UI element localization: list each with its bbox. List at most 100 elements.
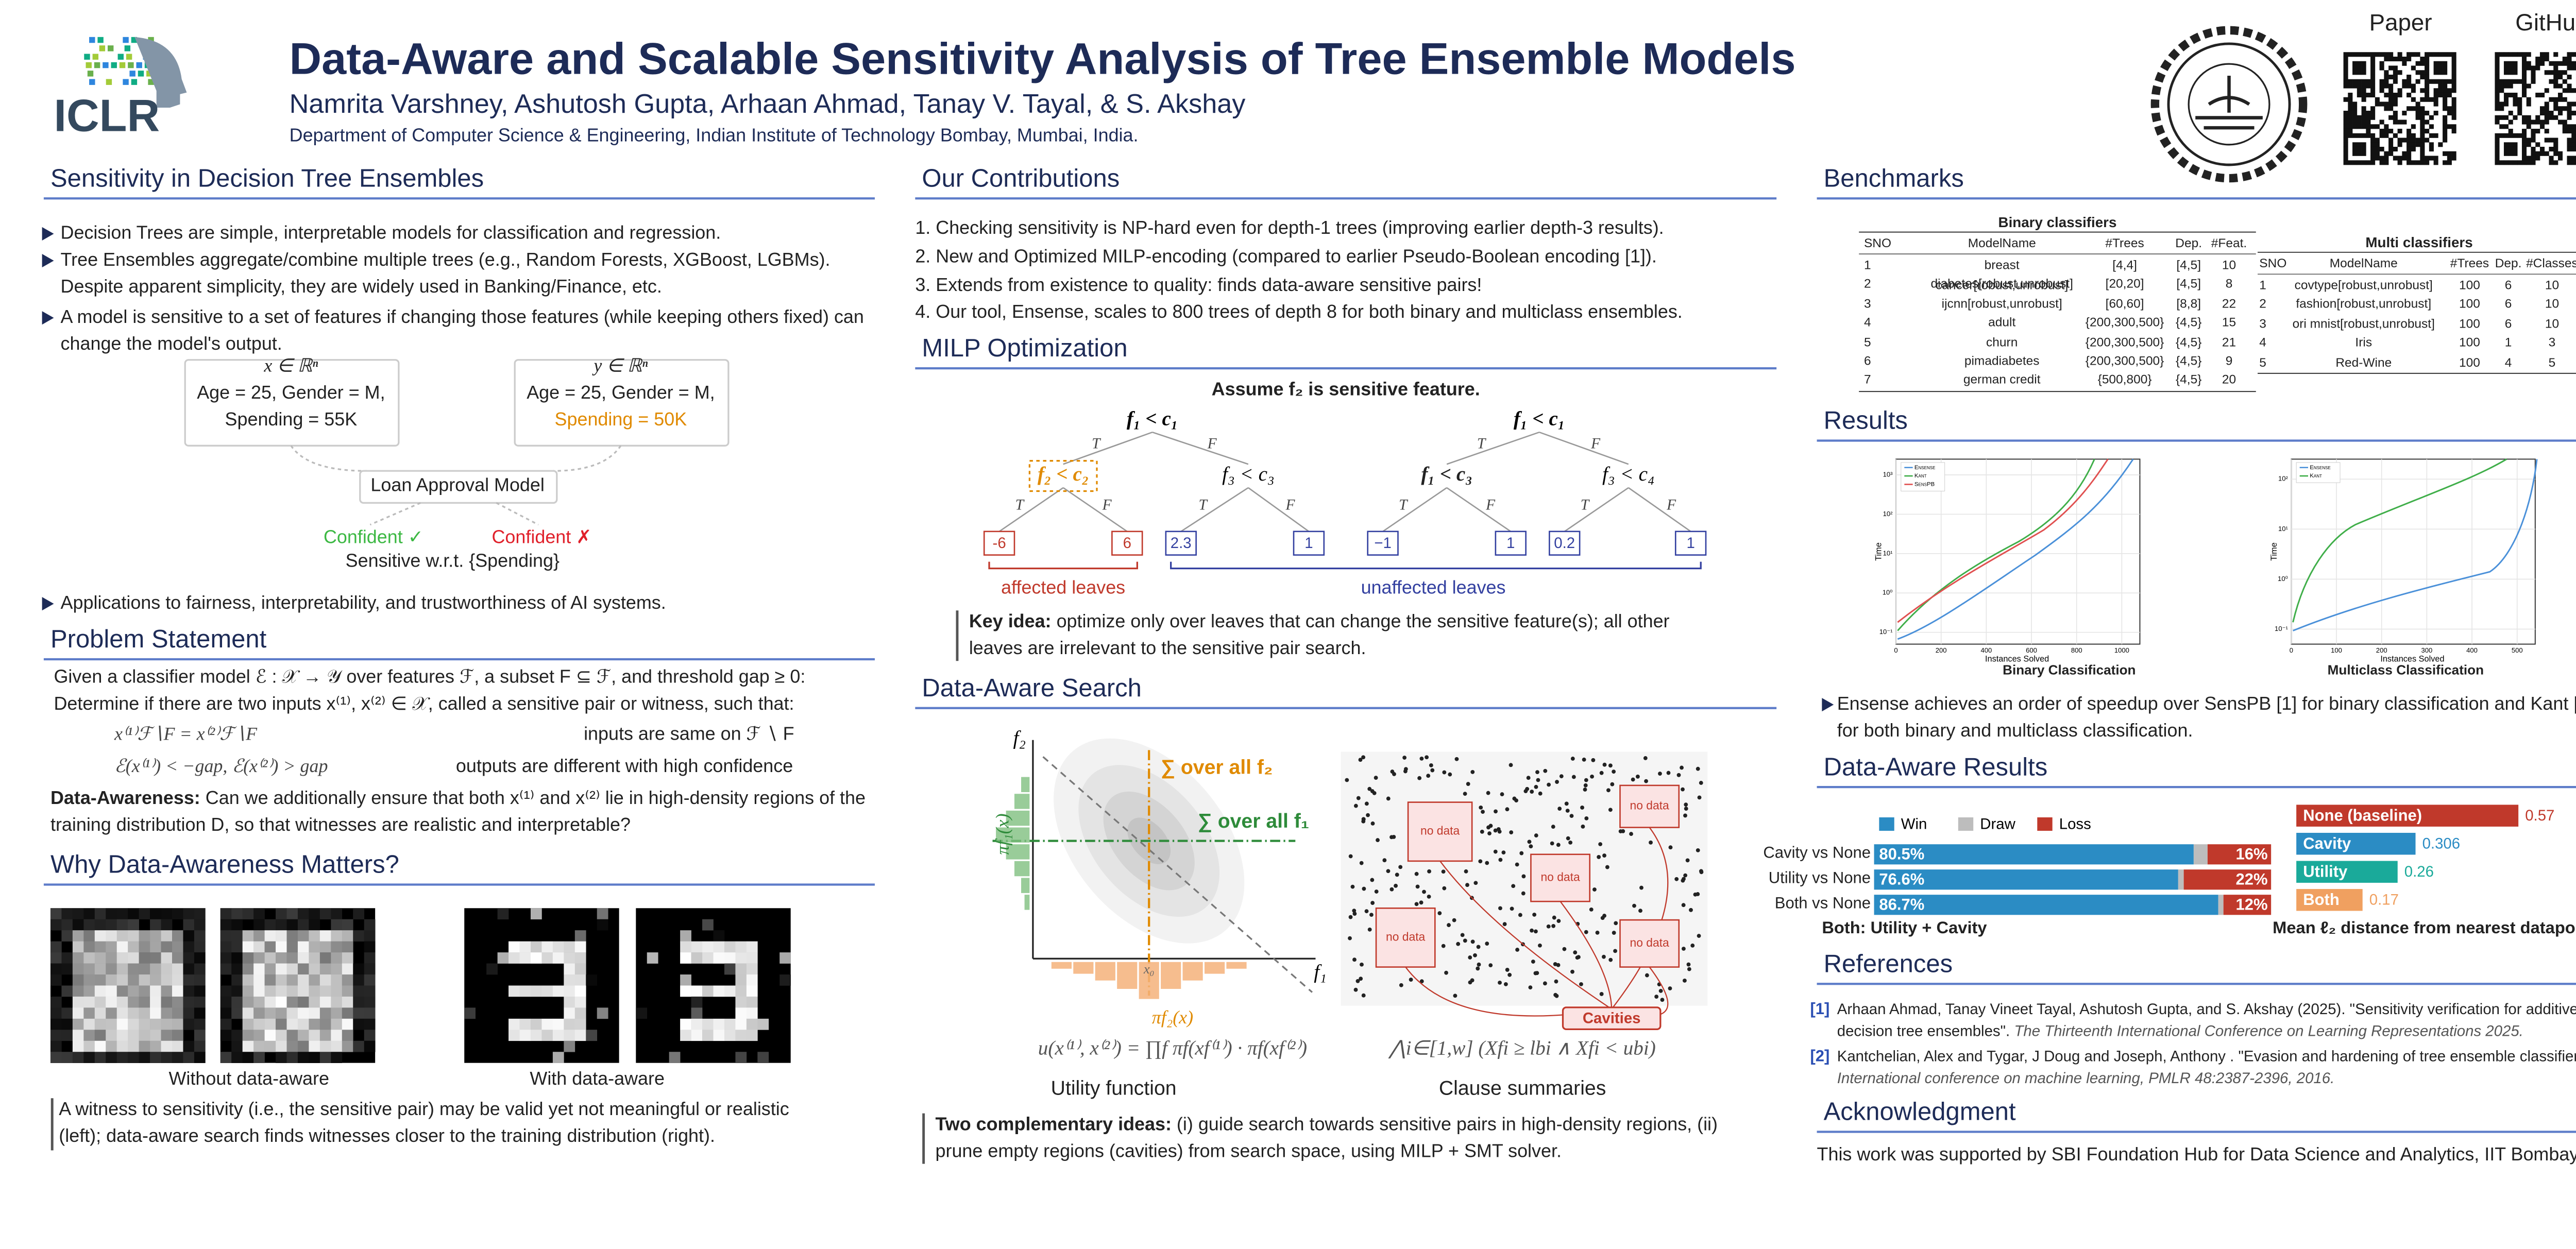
qr-module [2539,146,2545,152]
table-header: #Feat. [2211,235,2247,251]
table-cell: 7 [1863,372,1871,388]
data-point [1697,934,1701,938]
data-point [1507,972,1512,977]
data-point [1660,998,1665,1002]
digit-pixel [574,1018,586,1030]
table-cell: [60,60] [2105,296,2144,311]
logo-dot [148,79,154,85]
digit-pixel [297,1030,309,1041]
qr-module [2535,142,2540,147]
digit-pixel [264,941,276,953]
section-heading: Sensitivity in Decision Tree Ensembles [50,165,484,194]
qr-module [2557,83,2563,89]
table-cell: pimadiabetes [1964,353,2040,369]
qr-module [2526,138,2531,143]
logo-dot [94,62,100,69]
qr-module [2544,70,2549,75]
bar-note: Both: Utility + Cavity [1822,920,1987,939]
data-point [1631,777,1635,782]
qr-module [2415,115,2420,120]
qr-module [2571,138,2576,143]
qr-module [2406,52,2412,57]
y-tick-label: 10¹ [1883,549,1893,557]
qr-module [2411,106,2416,111]
qr-module [2495,101,2500,107]
qr-module [2531,79,2536,84]
digit-pixel [253,1018,265,1030]
data-point [1573,950,1578,955]
qr-module [2553,79,2558,84]
data-point [1577,955,1581,960]
data-point [1530,790,1534,794]
digit-pixel [519,952,531,964]
category-label: Cavity vs None [1763,844,1871,863]
qr-module [2433,52,2438,57]
qr-module [2388,101,2394,107]
qr-module [2393,156,2398,161]
qr-module [2343,65,2348,71]
digit-pixel [746,941,758,953]
digit-pixel [364,963,376,975]
qr-module [2393,97,2398,102]
qr-module [2503,142,2509,147]
distance-category: None (baseline) [2303,806,2422,824]
digit-pixel [183,963,195,975]
data-point [1352,909,1357,913]
digit-pixel [161,908,173,920]
qr-module [2393,110,2398,116]
data-point [1551,923,1556,928]
reference-tag: [1] [1810,1000,1830,1019]
digit-pixel [286,908,298,920]
qr-module [2366,124,2371,129]
qr-module [2495,146,2500,152]
distance-bar [2296,805,2519,827]
qr-module [2433,156,2438,161]
digit-pixel [194,974,206,986]
qr-module [2361,65,2366,71]
branch-label: F [1590,435,1601,452]
data-point [1528,985,1533,990]
data-point [1686,962,1691,967]
digit-pixel [586,974,598,986]
qr-module [2531,128,2536,134]
qr-module [2415,70,2420,75]
digit-pixel [106,919,117,931]
data-point [1583,783,1588,788]
qr-module [2495,79,2500,84]
data-point [1515,862,1519,867]
data-point [1532,912,1537,917]
digit-pixel [364,1030,376,1041]
qr-module [2343,124,2348,129]
problem-text: Given a classifier model ℰ : 𝒳 → 𝒴 over … [54,668,806,715]
qr-module [2562,56,2567,62]
condition-formula: ℰ(x⁽¹⁾) < −gap, ℰ(x⁽²⁾) > gap [114,757,328,777]
digit-pixel [364,919,376,931]
digit-pixel [564,1007,575,1019]
digit-pixel [106,1007,117,1019]
data-point [1488,963,1493,968]
qr-module [2521,65,2527,71]
marginal-bar [1014,861,1030,877]
data-point [1386,869,1391,874]
qr-module [2567,160,2572,165]
qr-module [2526,52,2531,57]
digit-pixel [50,1040,62,1052]
digit-pixel [286,919,298,931]
data-point [1366,813,1370,817]
qr-module [2544,101,2549,107]
digit-pixel [353,930,365,942]
data-point [1345,778,1349,782]
digit-pixel [128,1018,139,1030]
qr-module [2433,160,2438,165]
qr-module [2553,160,2558,165]
digit-pixel [691,1007,703,1019]
chart-caption: Mean ℓ₂ distance from nearest datapoint [2273,920,2576,939]
qr-module [2447,106,2452,111]
data-point [1552,915,1556,920]
section-heading: Benchmarks [1823,165,1964,194]
data-point [1510,906,1514,911]
digit-pixel [509,952,520,964]
data-point [1687,967,1691,971]
qr-module [2397,88,2402,93]
digit-pixel [83,930,95,942]
